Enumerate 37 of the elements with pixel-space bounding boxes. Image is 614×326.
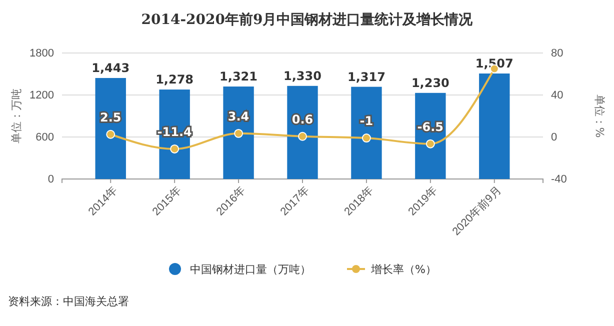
bar <box>351 86 382 179</box>
data-label: 2.5 <box>100 110 122 124</box>
data-label: 0.6 <box>292 112 314 126</box>
point <box>170 144 180 154</box>
chart-title: 2014-2020年前9月中国钢材进口量统计及增长情况 <box>141 11 474 28</box>
y-tick-label: 0 <box>48 174 54 186</box>
bar <box>95 78 126 179</box>
text: 资料来源：中国海关总署 <box>8 295 129 308</box>
y-axis-title: 单位：万吨 <box>10 88 23 144</box>
bar <box>479 74 510 179</box>
point <box>426 139 435 148</box>
point <box>106 130 116 139</box>
y-tick-label: 1800 <box>30 48 54 60</box>
y-tick-label: 600 <box>36 132 54 144</box>
data-label: 1,443 <box>92 60 130 75</box>
point <box>298 132 307 141</box>
bar <box>415 92 446 179</box>
legend-label: 增长率（%） <box>370 263 436 276</box>
y2-axis-title: 单位：% <box>593 94 606 138</box>
data-label: -1 <box>360 114 374 128</box>
data-label: 1,330 <box>284 68 322 83</box>
y2-tick-label: 40 <box>551 90 564 102</box>
data-label: 3.4 <box>228 109 250 124</box>
bar <box>287 86 318 179</box>
data-label: 1,321 <box>220 70 258 84</box>
y-tick-label: 1200 <box>30 90 54 102</box>
y2-tick-label: 0 <box>551 132 558 144</box>
y2-tick-label: -40 <box>551 174 567 186</box>
legend-label: 中国钢材进口量（万吨） <box>190 263 311 276</box>
data-label: 1,278 <box>156 72 194 87</box>
point <box>234 128 244 138</box>
data-label: 1,230 <box>411 76 450 90</box>
y2-tick-label: 80 <box>551 48 564 60</box>
data-label: -6.5 <box>417 120 444 134</box>
bar <box>223 86 254 179</box>
data-label: 1,317 <box>347 70 386 84</box>
point <box>362 134 371 143</box>
